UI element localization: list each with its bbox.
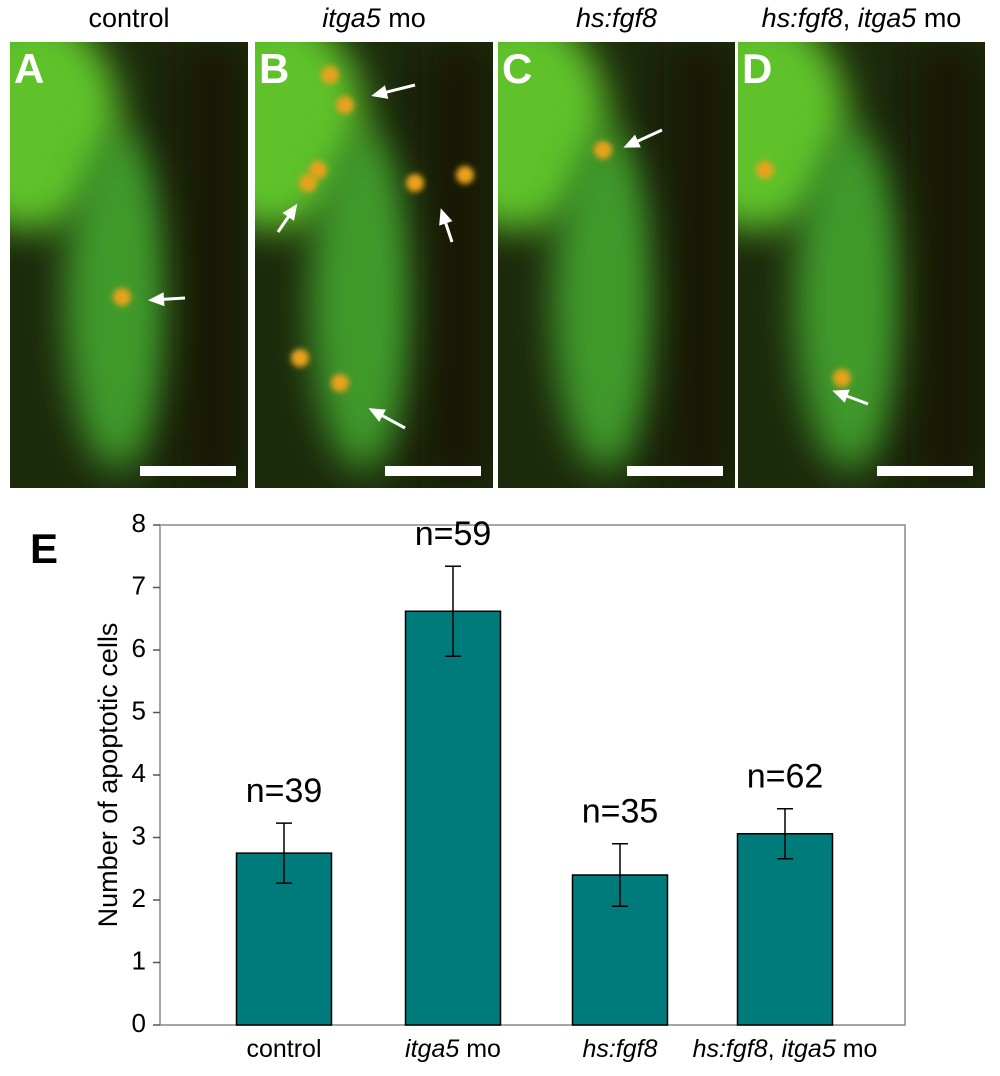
panel-label: D [742, 45, 772, 92]
arrow-head [439, 208, 453, 226]
x-tick-label: hs:fgf8 [582, 1035, 657, 1063]
text-part: control [88, 3, 169, 33]
apoptotic-cell [406, 174, 424, 192]
y-axis-label: Number of apoptotic cells [93, 623, 123, 928]
x-tick-label: hs:fgf8, itga5 mo [693, 1035, 878, 1063]
apoptotic-cell [299, 174, 317, 192]
panel-title: itga5 mo [322, 3, 426, 33]
text-part: hs:fgf8 [582, 1035, 657, 1063]
tissue [552, 130, 657, 470]
side-shade [421, 42, 493, 488]
text-part: itga5 [858, 3, 918, 33]
side-shade [176, 42, 248, 488]
text-part: mo [381, 3, 426, 33]
panel-title: hs:fgf8 [576, 3, 657, 33]
micrograph [738, 42, 985, 488]
arrow-head [832, 389, 850, 403]
y-tick-label: 6 [132, 633, 146, 663]
y-tick-label: 1 [132, 945, 146, 975]
apoptotic-cell [331, 374, 349, 392]
panel-label: B [259, 45, 289, 92]
apoptotic-cell [594, 141, 612, 159]
scale-bar [627, 466, 723, 476]
arrow-head [623, 134, 641, 148]
y-tick-label: 4 [132, 758, 146, 788]
n-annotation: n=59 [415, 515, 492, 553]
apoptotic-cell [833, 369, 851, 387]
side-shade [910, 42, 985, 488]
apoptotic-cell [113, 288, 131, 306]
tissue [309, 130, 415, 470]
y-tick-label: 5 [132, 695, 146, 725]
panel-label: E [30, 525, 58, 572]
text-part: , [768, 1035, 782, 1063]
apoptotic-cell [321, 66, 339, 84]
text-part: itga5 [405, 1035, 459, 1063]
text-part: mo [836, 1035, 878, 1063]
arrow-head [282, 203, 298, 221]
text-part: hs:fgf8 [576, 3, 657, 33]
y-tick-label: 3 [132, 820, 146, 850]
text-part: control [246, 1035, 321, 1063]
y-tick-label: 7 [132, 570, 146, 600]
apoptotic-cell [309, 161, 327, 179]
text-part: hs:fgf8 [762, 3, 843, 33]
micrograph [10, 42, 248, 488]
micrograph [498, 42, 735, 488]
text-part: mo [459, 1035, 501, 1063]
arrow-head [368, 408, 386, 422]
side-shade [663, 42, 735, 488]
apoptotic-cell [456, 166, 474, 184]
bar [736, 833, 834, 1026]
bar [404, 610, 502, 1026]
y-tick-label: 2 [132, 883, 146, 913]
panel-label: C [502, 45, 532, 92]
panel-title: hs:fgf8, itga5 mo [762, 3, 962, 33]
apoptotic-cell [336, 96, 354, 114]
tissue [794, 130, 904, 470]
text-part: mo [916, 3, 961, 33]
arrow-head [148, 292, 165, 307]
text-part: itga5 [782, 1035, 836, 1063]
scale-bar [385, 466, 481, 476]
n-annotation: n=39 [246, 772, 323, 810]
y-tick-label: 8 [132, 508, 146, 538]
apoptotic-cell [756, 161, 774, 179]
n-annotation: n=62 [747, 758, 824, 796]
text-part: itga5 [322, 3, 382, 33]
scale-bar [140, 466, 236, 476]
scale-bar [877, 466, 973, 476]
x-tick-label: control [246, 1035, 321, 1063]
n-annotation: n=35 [582, 793, 659, 831]
arrow-head [371, 85, 389, 99]
text-part: , [843, 3, 858, 33]
text-part: hs:fgf8 [693, 1035, 768, 1063]
y-tick-label: 0 [132, 1008, 146, 1038]
x-tick-label: itga5 mo [405, 1035, 501, 1063]
panel-title: control [88, 3, 169, 33]
apoptotic-cell [291, 349, 309, 367]
panel-label: A [14, 45, 44, 92]
